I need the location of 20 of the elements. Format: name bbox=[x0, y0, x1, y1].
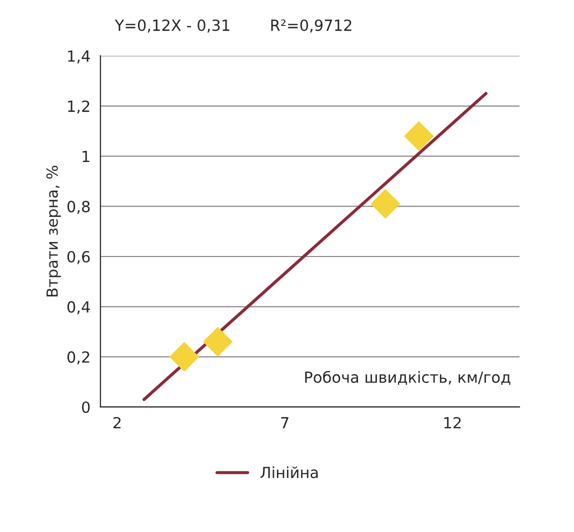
y-tick-label: 0,2 bbox=[67, 351, 90, 364]
y-tick-label: 0,8 bbox=[67, 200, 90, 214]
y-tick-label: 0,6 bbox=[67, 250, 90, 264]
point bbox=[169, 342, 200, 372]
point bbox=[370, 188, 400, 219]
y-tick-label: 0,4 bbox=[67, 301, 90, 314]
text: Y=0,12X - 0,31 bbox=[114, 19, 230, 33]
legend-label: Лінійна bbox=[260, 466, 318, 478]
x-axis-title: Робоча швидкість, км/год bbox=[305, 370, 510, 385]
y-tick-label: 1,4 bbox=[68, 50, 90, 64]
text: R²=0,9712 bbox=[271, 19, 352, 33]
point bbox=[202, 326, 233, 357]
y-tick-label: 0 bbox=[82, 401, 90, 413]
x-tick-label: 7 bbox=[281, 417, 288, 428]
point bbox=[404, 121, 434, 152]
y-axis-title: Втрати зерна, % bbox=[46, 166, 61, 296]
y-tick-label: 1 bbox=[82, 150, 90, 162]
x-tick-label: 2 bbox=[113, 416, 121, 428]
x-tick-label: 12 bbox=[444, 416, 461, 428]
y-tick-label: 1,2 bbox=[68, 100, 90, 114]
